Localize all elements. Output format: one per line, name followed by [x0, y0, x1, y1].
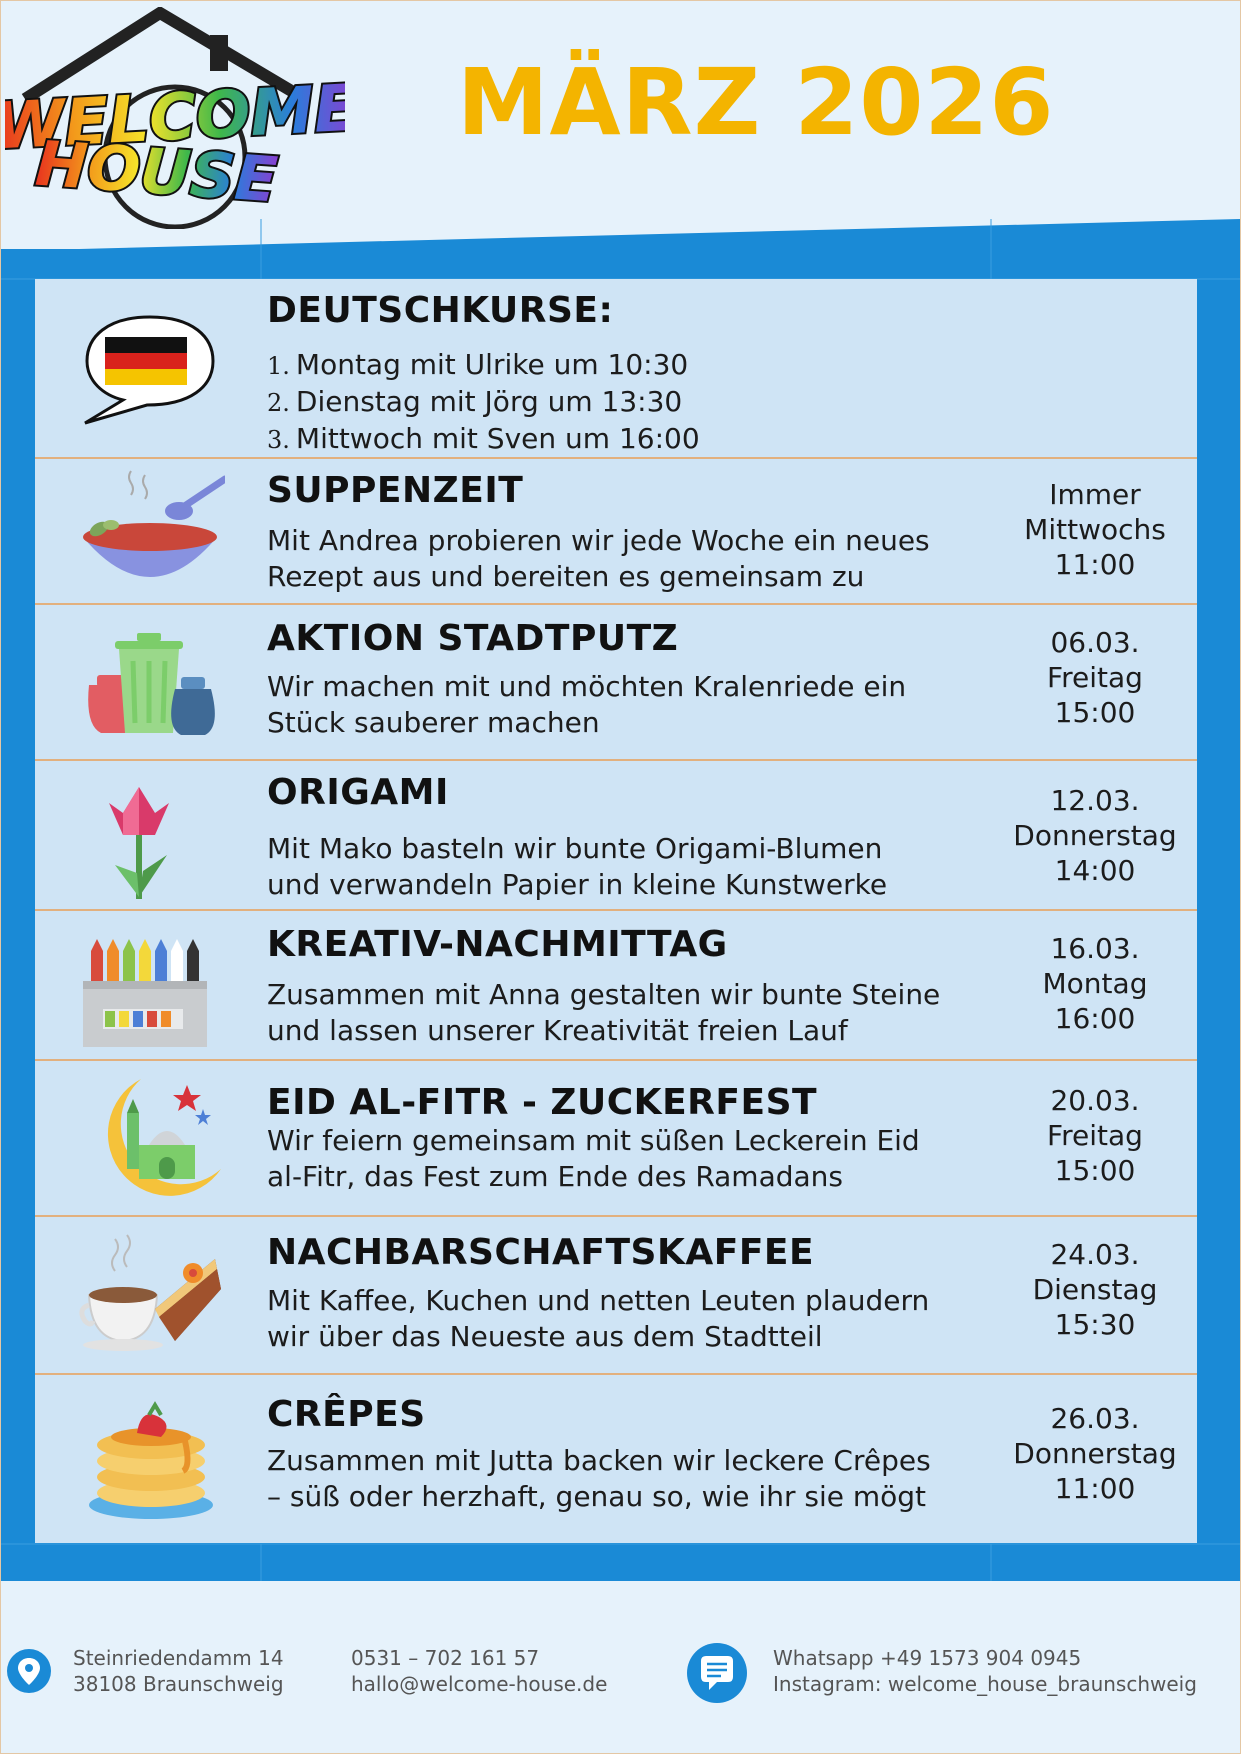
page-title: MÄRZ 2026 [457, 49, 1055, 156]
event-row-stadtputz: AKTION STADTPUTZ Wir machen mit und möch… [35, 605, 1197, 761]
event-time: 12.03. Donnerstag 14:00 [1013, 784, 1177, 887]
welcome-house-logo: WELCOME HOUSE [5, 7, 345, 229]
list-item: 1. Montag mit Ulrike um 10:30 [267, 348, 689, 381]
header: WELCOME HOUSE MÄRZ 2026 [1, 1, 1240, 229]
event-time: 16.03. Montag 16:00 [1042, 932, 1148, 1035]
event-row-suppenzeit: SUPPENZEIT Mit Andrea probieren wir jede… [35, 459, 1197, 605]
coffee-cake-icon [79, 1234, 221, 1351]
event-title: EID AL-FITR - ZUCKERFEST [267, 1082, 818, 1123]
event-title: CRÊPES [267, 1394, 426, 1435]
event-time: 24.03. Dienstag 15:30 [1032, 1238, 1158, 1341]
crayons-icon [83, 939, 207, 1047]
list-item: 3. Mittwoch mit Sven um 16:00 [267, 422, 700, 455]
location-pin-icon [7, 1649, 51, 1693]
german-flag-speech-icon [84, 315, 215, 425]
event-time: 06.03. Freitag 15:00 [1047, 626, 1143, 729]
event-description: Wir machen mit und möchten Kralenriede e… [267, 670, 907, 739]
events-table: DEUTSCHKURSE: 1. Montag mit Ulrike um 10:… [35, 279, 1197, 1543]
event-row-eid: EID AL-FITR - ZUCKERFEST Wir feiern geme… [35, 1061, 1197, 1217]
event-title: ORIGAMI [267, 772, 449, 813]
crescent-mosque-icon [107, 1079, 221, 1196]
event-description: Wir feiern gemeinsam mit süßen Leckerein… [267, 1124, 920, 1193]
footer-contact: 0531 – 702 161 57 hallo@welcome-house.de [351, 1646, 608, 1696]
event-row-kreativ: KREATIV-NACHMITTAG Zusammen mit Anna ges… [35, 911, 1197, 1061]
event-time: 26.03. Donnerstag 11:00 [1013, 1402, 1177, 1505]
event-description: Mit Kaffee, Kuchen und netten Leuten pla… [267, 1284, 930, 1353]
logo-text-house: HOUSE [33, 127, 279, 217]
event-description: Mit Andrea probieren wir jede Woche ein … [267, 524, 930, 593]
event-row-origami: ORIGAMI Mit Mako basteln wir bunte Origa… [35, 761, 1197, 911]
deutschkurse-title: DEUTSCHKURSE: [267, 290, 614, 331]
origami-tulip-icon [109, 787, 169, 899]
event-description: Mit Mako basteln wir bunte Origami-Blume… [267, 832, 888, 901]
event-row-kaffee: NACHBARSCHAFTSKAFFEE Mit Kaffee, Kuchen … [35, 1217, 1197, 1375]
footer: Steinriedendamm 14 38108 Braunschweig 053… [1, 1581, 1240, 1753]
event-title: KREATIV-NACHMITTAG [267, 924, 728, 965]
list-item: 2. Dienstag mit Jörg um 13:30 [267, 385, 683, 418]
event-row-crepes: CRÊPES Zusammen mit Jutta backen wir lec… [35, 1375, 1197, 1543]
chat-bubble-icon [687, 1643, 747, 1703]
footer-address: Steinriedendamm 14 38108 Braunschweig [73, 1646, 284, 1696]
event-title: NACHBARSCHAFTSKAFFEE [267, 1232, 815, 1273]
trash-bin-icon [88, 633, 215, 735]
soup-bowl-icon [83, 470, 225, 577]
event-time: Immer Mittwochs 11:00 [1024, 478, 1166, 581]
event-title: AKTION STADTPUTZ [267, 618, 679, 659]
event-description: Zusammen mit Jutta backen wir leckere Cr… [267, 1444, 931, 1513]
deutschkurse-list: 1. Montag mit Ulrike um 10:30 2. Dienstag … [267, 347, 700, 458]
event-row-deutschkurse: DEUTSCHKURSE: 1. Montag mit Ulrike um 10:… [35, 279, 1197, 459]
event-description: Zusammen mit Anna gestalten wir bunte St… [267, 978, 941, 1047]
event-time: 20.03. Freitag 15:00 [1047, 1084, 1143, 1187]
pancakes-icon [89, 1401, 213, 1519]
footer-social: Whatsapp +49 1573 904 0945 Instagram: wel… [773, 1646, 1197, 1696]
event-title: SUPPENZEIT [267, 470, 524, 511]
